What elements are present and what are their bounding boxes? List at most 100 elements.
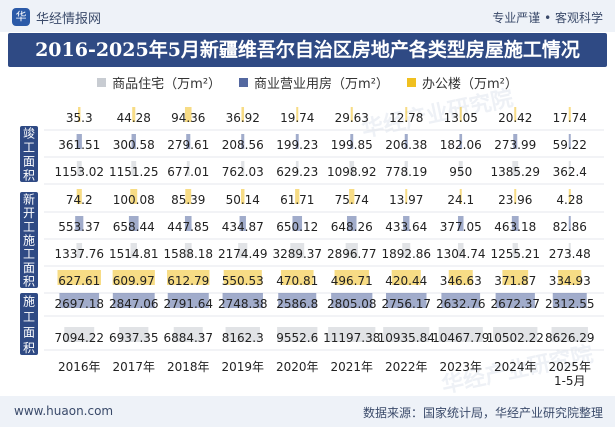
bar-commercial [186, 134, 191, 149]
value-label: 2632.76 [436, 297, 486, 311]
x-tick-label: 2022年 [385, 360, 428, 374]
bar-commercial [441, 293, 481, 308]
group-label-char: 面 [23, 261, 35, 275]
bar-residential [76, 243, 83, 258]
value-label: 2672.37 [490, 297, 540, 311]
value-label: 208.56 [222, 138, 264, 152]
value-label: 762.03 [222, 165, 264, 179]
value-label: 371.87 [494, 274, 536, 288]
value-label: 434.87 [222, 220, 264, 234]
bar-office [167, 270, 210, 285]
value-label: 1588.18 [163, 247, 213, 261]
top-bar: 华 华经情报网 专业严谨 • 客观科学 [0, 0, 615, 32]
footer-url[interactable]: www.huaon.com [14, 404, 114, 418]
value-label: 677.01 [167, 165, 209, 179]
bar-residential [225, 327, 260, 342]
value-label: 94.36 [171, 111, 205, 125]
brand[interactable]: 华 华经情报网 [12, 7, 101, 27]
value-label: 3289.37 [272, 247, 322, 261]
value-label: 85.39 [171, 193, 205, 207]
legend-item-office: 办公楼（万m²） [406, 72, 518, 92]
bar-residential [119, 327, 149, 342]
value-label: 23.96 [498, 193, 532, 207]
bar-commercial [75, 216, 84, 231]
group-label-char: 工 [23, 310, 35, 324]
x-tick-label: 2017年 [112, 360, 155, 374]
bar-office [78, 107, 81, 122]
bar-residential [184, 243, 192, 258]
value-label: 61.71 [280, 193, 314, 207]
value-label: 6884.37 [163, 331, 213, 345]
value-label: 1153.02 [54, 165, 104, 179]
value-label: 7094.22 [54, 331, 104, 345]
chart-title: 2016-2025年5月新疆维吾尔自治区房地产各类型房屋施工情况 [8, 33, 607, 67]
group-label-char: 工 [23, 141, 35, 155]
value-label: 550.53 [222, 274, 264, 288]
bar-office [350, 107, 353, 122]
bar-residential [131, 161, 137, 176]
value-label: 1151.25 [109, 165, 159, 179]
value-label: 82.86 [553, 220, 587, 234]
bar-office [514, 107, 517, 122]
bar-residential [76, 161, 82, 176]
bar-residential [438, 327, 483, 342]
value-label: 362.4 [553, 165, 587, 179]
group-label-char: 开 [23, 206, 35, 220]
value-label: 2756.17 [381, 297, 431, 311]
value-label: 2312.55 [545, 297, 595, 311]
value-label: 75.74 [335, 193, 369, 207]
bar-commercial [241, 134, 245, 149]
bar-commercial [331, 293, 373, 308]
bar-residential [186, 161, 190, 176]
slogan: 专业严谨 • 客观科学 [492, 11, 603, 25]
legend-item-residential: 商品住宅（万m²） [97, 72, 221, 92]
bar-office [568, 189, 571, 204]
value-label: 377.05 [440, 220, 482, 234]
value-label: 36.92 [226, 111, 260, 125]
x-tick-label: 2016年 [58, 360, 101, 374]
bar-office [448, 270, 473, 285]
value-label: 29.63 [335, 111, 369, 125]
value-label: 11197.38 [323, 331, 380, 345]
bar-residential [512, 161, 519, 176]
value-label: 35.3 [66, 111, 93, 125]
bar-commercial [76, 134, 82, 149]
value-label: 279.61 [167, 138, 209, 152]
bar-commercial [278, 293, 317, 308]
group-label-char: 积 [23, 275, 35, 289]
value-label: 12.78 [389, 111, 423, 125]
group-label-box [20, 293, 38, 355]
value-label: 1385.29 [490, 165, 540, 179]
bar-office [241, 107, 245, 122]
bar-office [130, 189, 138, 204]
value-label: 20.42 [498, 111, 532, 125]
value-label: 496.71 [331, 274, 373, 288]
value-label: 273.99 [494, 138, 536, 152]
value-label: 2896.77 [327, 247, 377, 261]
legend-swatch-commercial [239, 77, 249, 87]
group-label-char: 施 [23, 294, 35, 308]
group-label-char: 竣 [23, 126, 35, 141]
value-label: 553.37 [58, 220, 100, 234]
bar-office [184, 107, 192, 122]
value-label: 44.28 [117, 111, 151, 125]
bar-commercial [239, 216, 246, 231]
bar-residential [402, 243, 411, 258]
value-label: 206.38 [385, 138, 427, 152]
bar-residential [173, 327, 203, 342]
value-label: 199.23 [276, 138, 318, 152]
footer-bar: www.huaon.com 数据来源：国家统计局，华经产业研究院整理 [0, 396, 615, 427]
bar-residential [568, 243, 571, 258]
bar-office [295, 189, 300, 204]
bar-commercial [495, 293, 535, 308]
bar-commercial [184, 216, 192, 231]
x-tick-label: 1-5月 [554, 374, 586, 388]
value-label: 2748.38 [218, 297, 268, 311]
bar-residential [551, 327, 588, 342]
value-label: 10467.79 [432, 331, 489, 345]
value-label: 627.61 [58, 274, 100, 288]
bar-office [132, 107, 136, 122]
bar-residential [64, 327, 95, 342]
bar-residential [404, 161, 408, 176]
